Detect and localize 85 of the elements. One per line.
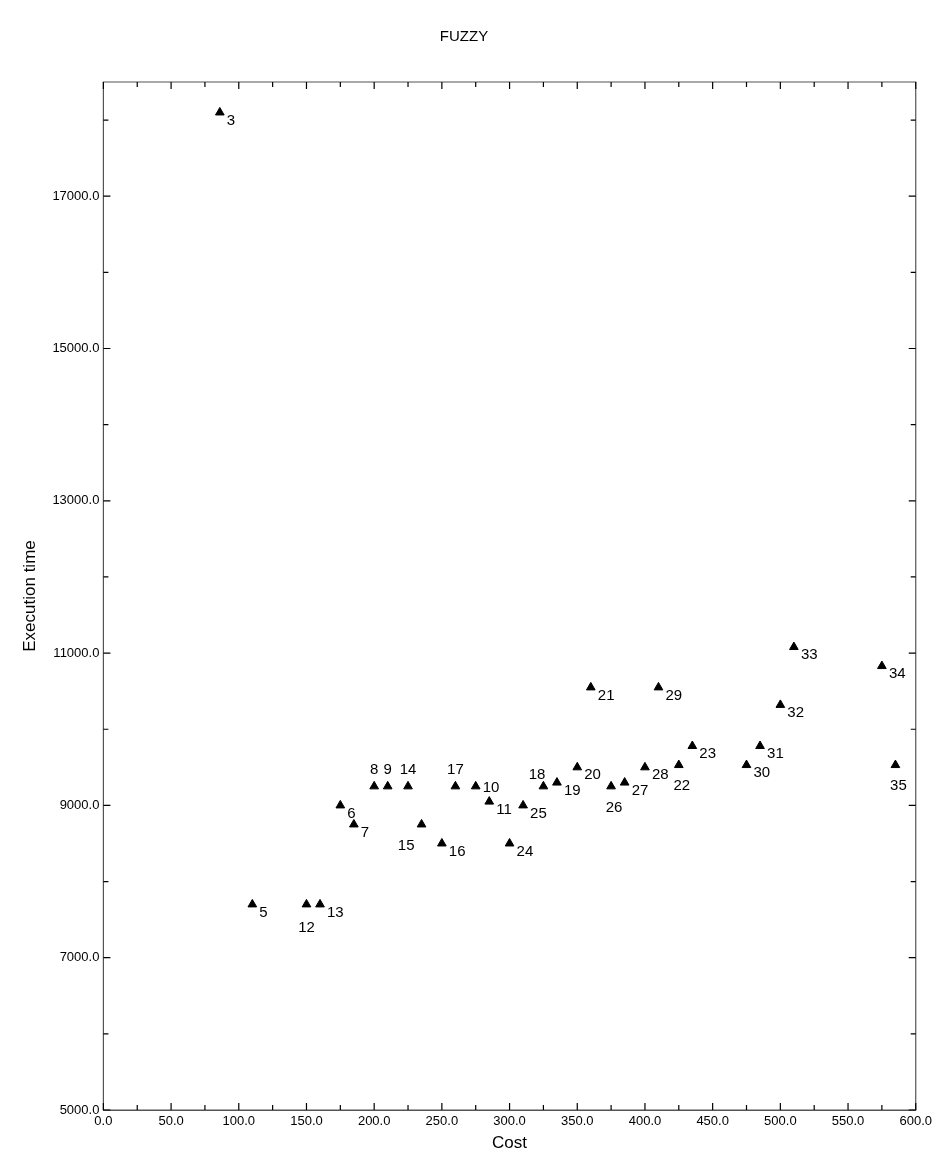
x-tick-label: 450.0 <box>696 1113 729 1129</box>
annotation: 25 <box>530 803 547 821</box>
annotation: 5 <box>259 902 268 920</box>
annotation: 28 <box>651 765 669 783</box>
y-tick-label: 7000.0 <box>59 949 100 965</box>
point <box>640 761 650 771</box>
annotation: 32 <box>787 703 805 721</box>
y-tick-label: 11000.0 <box>53 644 100 660</box>
x-tick-label: 100.0 <box>222 1113 256 1129</box>
x-tick-label: 250.0 <box>425 1113 459 1129</box>
annotation: 16 <box>448 841 466 859</box>
x-tick-label: 350.0 <box>560 1113 594 1129</box>
annotation: 20 <box>584 765 601 783</box>
annotation: 18 <box>528 764 546 782</box>
annotation: 6 <box>347 803 356 821</box>
point <box>437 837 447 847</box>
annotation: 29 <box>665 685 683 703</box>
point <box>504 837 515 847</box>
annotation: 26 <box>605 797 623 815</box>
point <box>518 799 528 809</box>
x-tick-label: 150.0 <box>290 1113 323 1129</box>
chart-title: FUZZY <box>439 27 489 45</box>
point <box>450 780 461 790</box>
point <box>369 780 379 790</box>
point <box>403 780 413 790</box>
annotation: 3 <box>226 110 236 128</box>
y-tick-label: 17000.0 <box>52 187 100 203</box>
point <box>687 740 698 750</box>
point <box>335 799 346 809</box>
annotation: 19 <box>563 780 581 798</box>
point <box>315 898 325 908</box>
annotation: 17 <box>447 759 464 777</box>
x-tick-label: 300.0 <box>493 1113 526 1129</box>
x-axis-title: Cost <box>492 1133 528 1153</box>
point <box>619 777 630 786</box>
x-tick-label: 500.0 <box>764 1113 797 1129</box>
y-tick-label: 9000.0 <box>59 796 100 812</box>
point <box>382 780 393 790</box>
point <box>890 759 901 769</box>
point <box>741 759 752 769</box>
point <box>572 761 583 771</box>
point <box>755 740 765 750</box>
x-tick-label: 200.0 <box>357 1113 391 1129</box>
annotation: 34 <box>888 664 906 682</box>
x-tick-label: 50.0 <box>158 1113 184 1129</box>
y-tick-label: 13000.0 <box>52 492 100 508</box>
annotation: 23 <box>699 744 717 762</box>
annotation: 13 <box>327 902 344 920</box>
point <box>470 780 481 790</box>
annotation: 21 <box>597 685 615 703</box>
point <box>552 777 562 786</box>
point <box>673 759 684 769</box>
annotation: 14 <box>399 759 417 777</box>
annotation: 33 <box>800 645 818 663</box>
point <box>653 681 664 691</box>
point <box>877 660 887 670</box>
point <box>416 818 427 828</box>
annotation: 30 <box>753 763 771 781</box>
x-tick-label: 600.0 <box>899 1113 933 1129</box>
annotation: 27 <box>631 780 649 798</box>
annotation: 35 <box>890 776 907 794</box>
point <box>789 641 799 651</box>
x-tick-label: 400.0 <box>628 1113 662 1129</box>
y-tick-label: 15000.0 <box>52 340 100 356</box>
annotation: 9 <box>383 759 392 777</box>
annotation: 7 <box>360 822 370 840</box>
annotation: 22 <box>673 776 691 794</box>
point <box>585 681 596 691</box>
point <box>301 898 312 908</box>
point <box>484 796 495 805</box>
annotation: 11 <box>496 799 512 817</box>
annotation: 12 <box>298 917 315 935</box>
x-tick-label: 550.0 <box>831 1113 865 1129</box>
annotation: 8 <box>370 759 379 777</box>
point <box>215 106 225 116</box>
point <box>349 818 359 828</box>
point <box>538 780 549 790</box>
annotation: 15 <box>397 835 415 853</box>
annotation: 31 <box>767 744 784 762</box>
annotation: 24 <box>516 841 534 859</box>
point <box>775 699 786 708</box>
point <box>606 780 616 790</box>
point <box>247 898 258 908</box>
annotation: 10 <box>482 777 500 795</box>
y-axis-title: Execution time <box>19 540 39 652</box>
